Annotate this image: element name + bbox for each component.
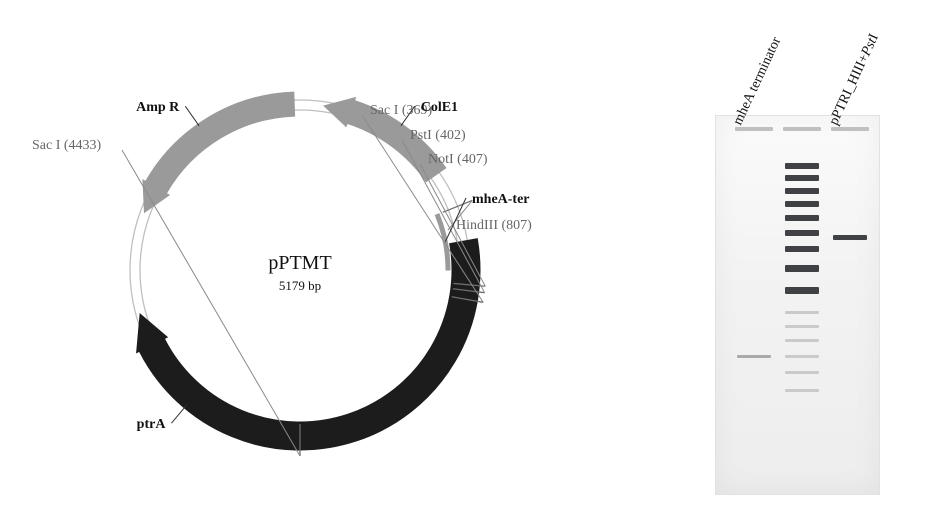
site-label-sacI_4433: Sac I (4433) bbox=[32, 138, 172, 160]
plasmid-title-block: pPTMT 5179 bp bbox=[240, 252, 360, 294]
gel-band-lane3-0 bbox=[833, 235, 867, 240]
site-label-pstI_402: PstI (402) bbox=[410, 128, 550, 150]
site-label-notI_407: NotI (407) bbox=[428, 152, 568, 174]
gel-background bbox=[715, 115, 880, 495]
gel-band-ladder-12 bbox=[785, 355, 819, 358]
feature-leader-ptrA bbox=[171, 405, 186, 423]
site-label-text-hind_807: HindIII (807) bbox=[456, 218, 596, 234]
feature-label-ptrA: ptrA bbox=[137, 417, 167, 432]
site-label-text-pstI_402: PstI (402) bbox=[410, 128, 550, 144]
gel-band-ladder-2 bbox=[785, 188, 819, 194]
plasmid-size: 5179 bp bbox=[240, 278, 360, 294]
feature-label-colE1: ColE1 bbox=[421, 100, 458, 115]
gel-band-ladder-5 bbox=[785, 230, 819, 236]
feature-label-mheA: mheA-ter bbox=[472, 192, 530, 207]
site-label-hind_807: HindIII (807) bbox=[456, 218, 596, 240]
feature-mheA bbox=[435, 214, 450, 270]
gel-well-lane1 bbox=[735, 127, 773, 131]
gel-band-ladder-10 bbox=[785, 325, 819, 328]
gel-band-ladder-3 bbox=[785, 201, 819, 207]
gel-band-ladder-4 bbox=[785, 215, 819, 221]
feature-leader-ampR bbox=[185, 106, 199, 126]
stage: Sac I (369)PstI (402)NotI (407)HindIII (… bbox=[0, 0, 930, 530]
gel-well-lane3 bbox=[831, 127, 869, 131]
gel-photo bbox=[715, 115, 880, 495]
gel-band-ladder-8 bbox=[785, 287, 819, 294]
site-label-text-notI_407: NotI (407) bbox=[428, 152, 568, 168]
feature-label-ampR: Amp R bbox=[136, 100, 180, 115]
plasmid-name: pPTMT bbox=[240, 252, 360, 275]
gel-well-ladder bbox=[783, 127, 821, 131]
gel-band-ladder-13 bbox=[785, 371, 819, 374]
gel-band-ladder-11 bbox=[785, 339, 819, 342]
site-label-text-sacI_4433: Sac I (4433) bbox=[32, 138, 172, 154]
gel-lane-label-lane3: pPTRI_HIII+PstI bbox=[826, 32, 882, 128]
gel-band-ladder-1 bbox=[785, 175, 819, 181]
gel-band-lane1-0 bbox=[737, 355, 771, 358]
gel-band-ladder-7 bbox=[785, 265, 819, 272]
gel-band-ladder-0 bbox=[785, 163, 819, 169]
gel-band-ladder-14 bbox=[785, 389, 819, 392]
gel-band-ladder-6 bbox=[785, 246, 819, 252]
gel-band-ladder-9 bbox=[785, 311, 819, 314]
